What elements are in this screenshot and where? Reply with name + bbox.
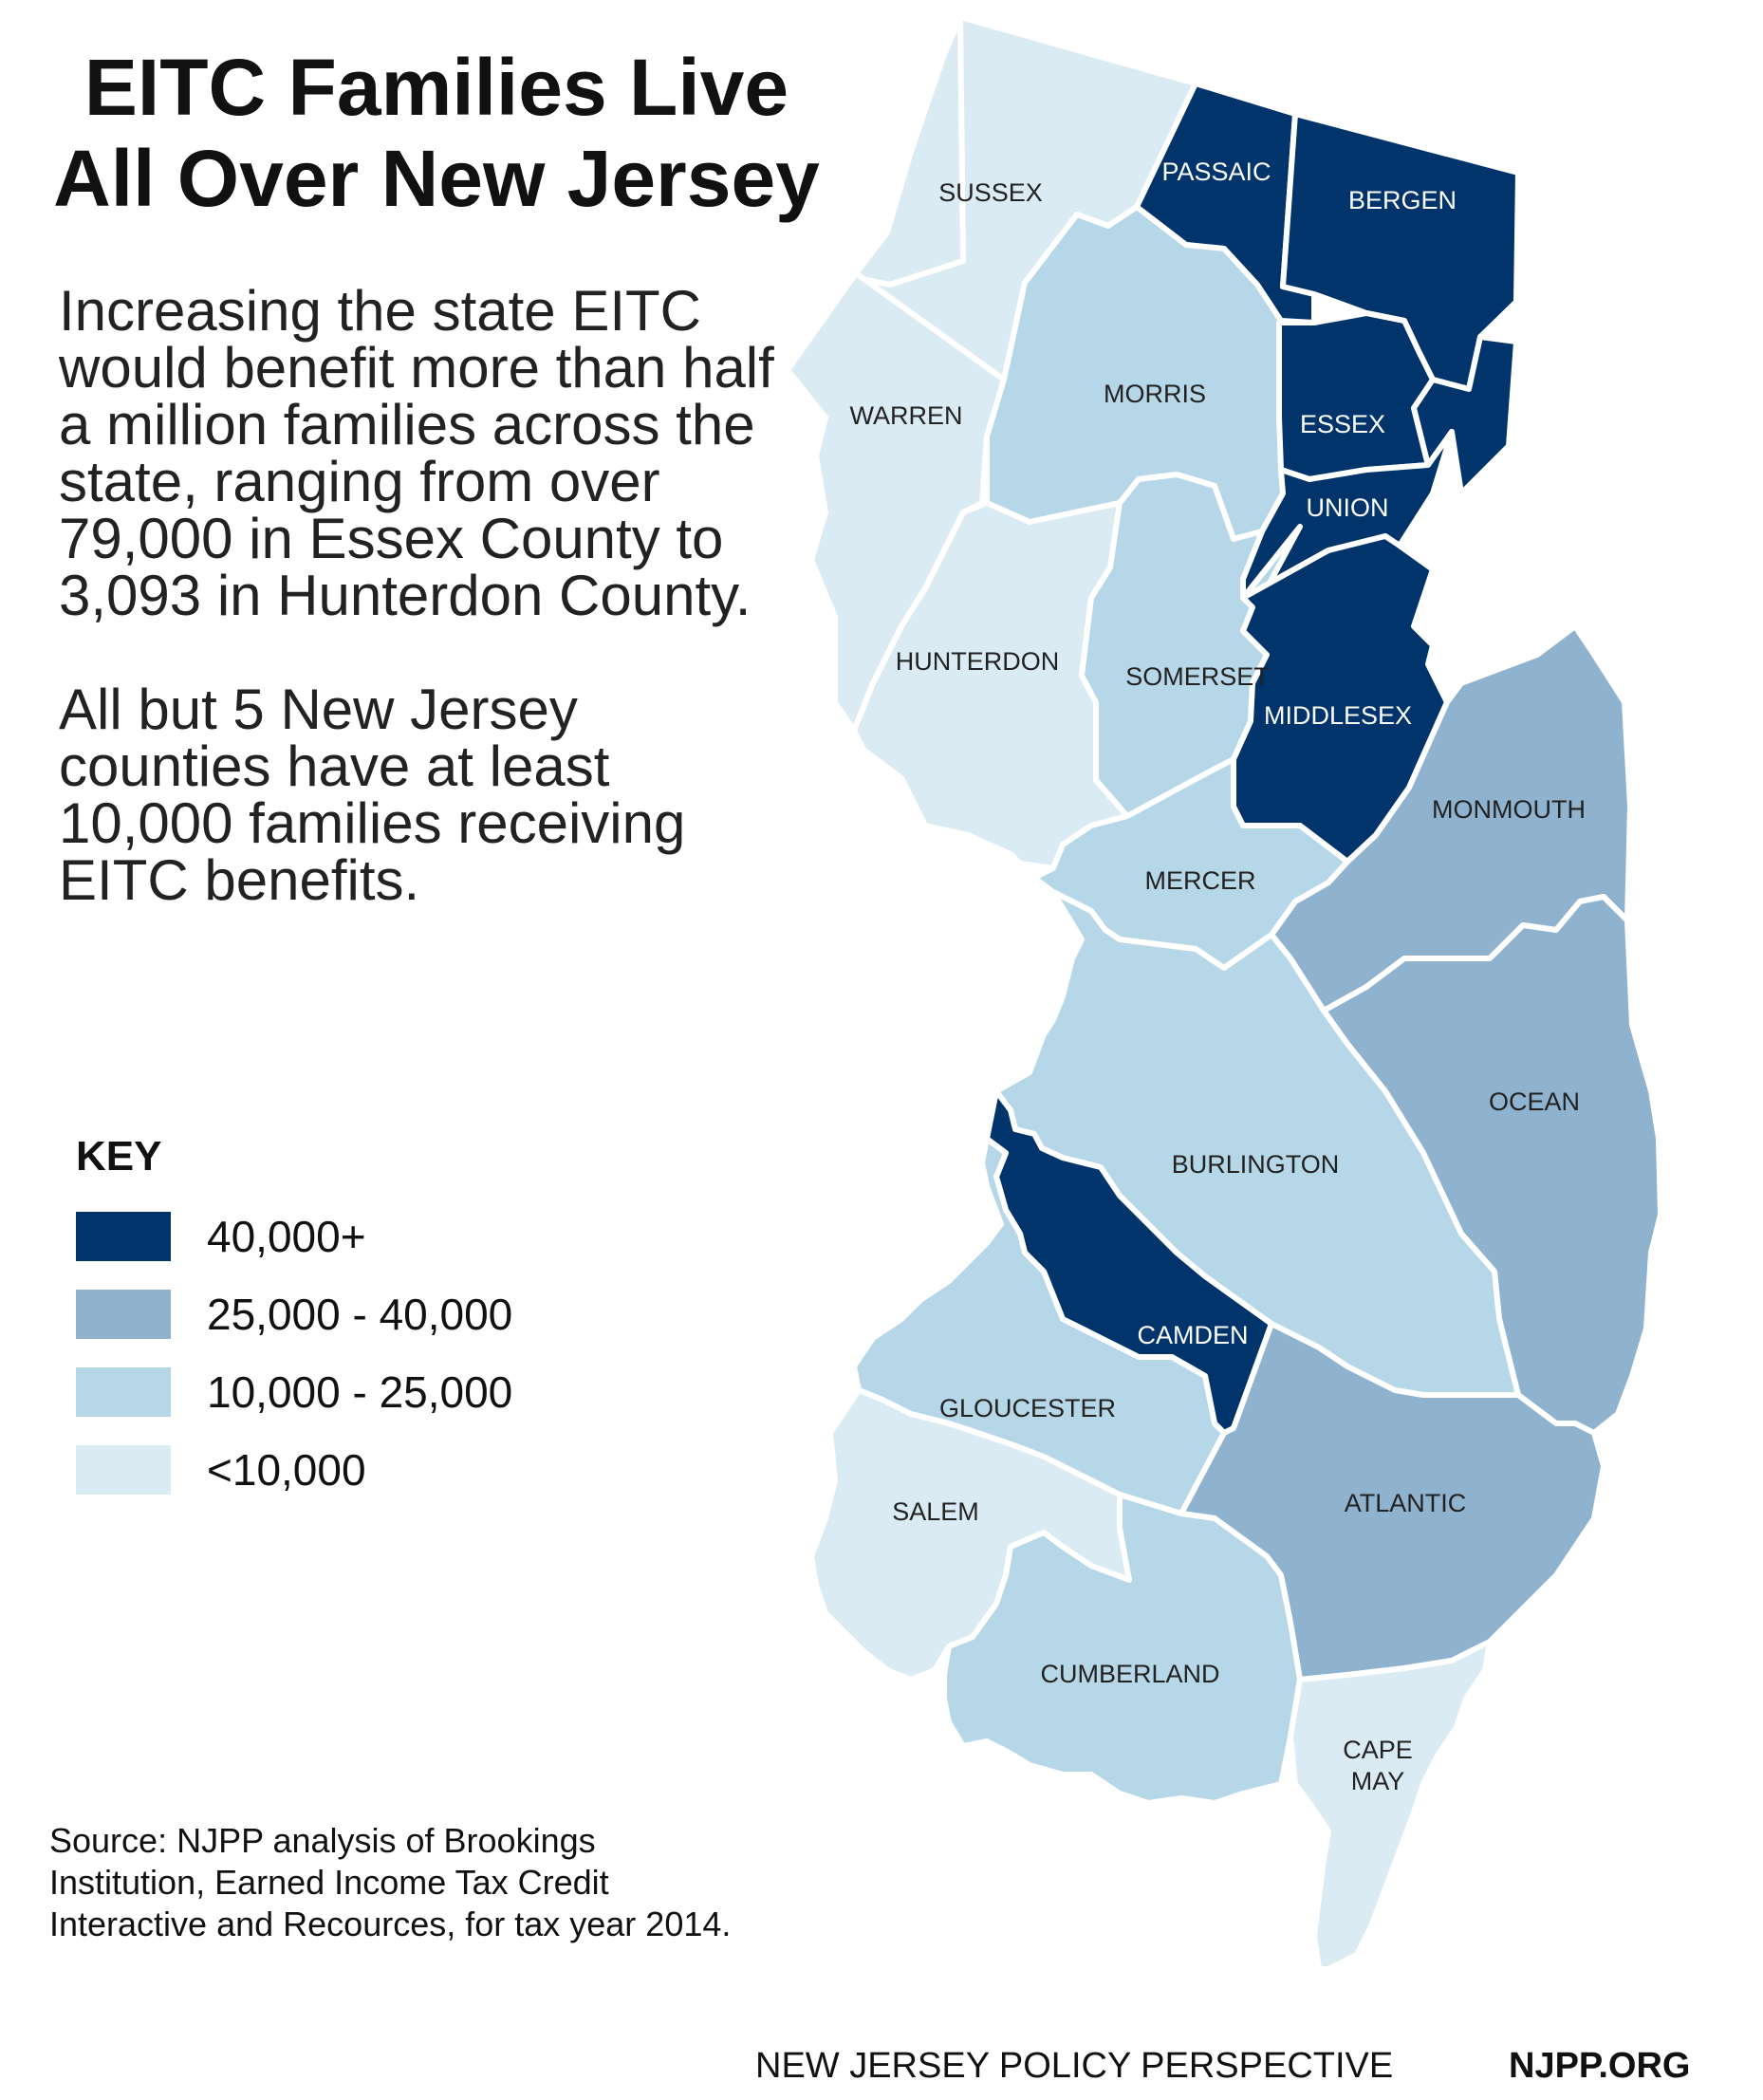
- legend-label: 40,000+: [207, 1212, 366, 1261]
- county-hudson: [1411, 334, 1519, 496]
- county-label-atlantic: ATLANTIC: [1345, 1489, 1467, 1517]
- county-label-morris: MORRIS: [1104, 380, 1206, 408]
- legend-item: <10,000: [76, 1431, 512, 1509]
- county-label-sussex: SUSSEX: [938, 178, 1043, 207]
- county-label-ocean: OCEAN: [1489, 1087, 1580, 1116]
- county-capemay: [1288, 1639, 1493, 1972]
- source-line: Institution, Earned Income Tax Credit: [49, 1863, 609, 1902]
- legend-swatch: [76, 1290, 171, 1339]
- source-line: Source: NJPP analysis of Brookings: [49, 1821, 596, 1860]
- county-label-passaic: PASSAIC: [1161, 158, 1271, 186]
- county-label-somerset: SOMERSET: [1125, 662, 1270, 691]
- legend-swatch: [76, 1212, 171, 1261]
- county-label-bergen: BERGEN: [1348, 186, 1457, 214]
- footer-org: NEW JERSEY POLICY PERSPECTIVE: [755, 2046, 1394, 2086]
- county-cumberland: [941, 1492, 1303, 1806]
- description: Increasing the state EITC would benefit …: [59, 283, 799, 909]
- paragraph-2: All but 5 New Jersey counties have at le…: [59, 678, 686, 912]
- county-label-monmouth: MONMOUTH: [1432, 795, 1586, 824]
- footer-url: NJPP.ORG: [1509, 2046, 1691, 2086]
- county-label-cumberland: CUMBERLAND: [1040, 1660, 1219, 1688]
- county-label-hunterdon: HUNTERDON: [896, 647, 1060, 676]
- county-label-camden: CAMDEN: [1137, 1321, 1248, 1349]
- legend-label: 25,000 - 40,000: [207, 1290, 513, 1339]
- source-line: Interactive and Recources, for tax year …: [49, 1905, 732, 1943]
- legend-item: 40,000+: [76, 1198, 512, 1275]
- legend: KEY 40,000+ 25,000 - 40,000 10,000 - 25,…: [76, 1133, 512, 1509]
- legend-item: 25,000 - 40,000: [76, 1275, 512, 1353]
- county-label-hudson: HUDSON: [1512, 395, 1623, 423]
- county-label-union: UNION: [1307, 493, 1389, 522]
- paragraph-1: Increasing the state EITC would benefit …: [59, 279, 774, 627]
- legend-swatch: [76, 1367, 171, 1417]
- county-label-salem: SALEM: [892, 1497, 979, 1526]
- title-line-2: All Over New Jersey: [53, 134, 820, 223]
- county-label-gloucester: GLOUCESTER: [939, 1394, 1116, 1422]
- county-label-burlington: BURLINGTON: [1172, 1150, 1340, 1179]
- map-title: EITC Families Live All Over New Jersey: [0, 42, 873, 224]
- county-label-warren: WARREN: [850, 401, 963, 430]
- title-line-1: EITC Families Live: [84, 43, 789, 132]
- county-label-middlesex: MIDDLESEX: [1264, 701, 1412, 730]
- county-label-mercer: MERCER: [1144, 866, 1255, 895]
- source-note: Source: NJPP analysis of Brookings Insti…: [49, 1820, 884, 1945]
- county-label-essex: ESSEX: [1300, 410, 1385, 438]
- county-label-capemay: CAPE MAY: [1343, 1736, 1413, 1795]
- legend-item: 10,000 - 25,000: [76, 1353, 512, 1431]
- legend-label: 10,000 - 25,000: [207, 1367, 513, 1417]
- legend-title: KEY: [76, 1133, 162, 1180]
- legend-swatch: [76, 1445, 171, 1495]
- legend-label: <10,000: [207, 1445, 366, 1495]
- county-essex: [1276, 310, 1436, 482]
